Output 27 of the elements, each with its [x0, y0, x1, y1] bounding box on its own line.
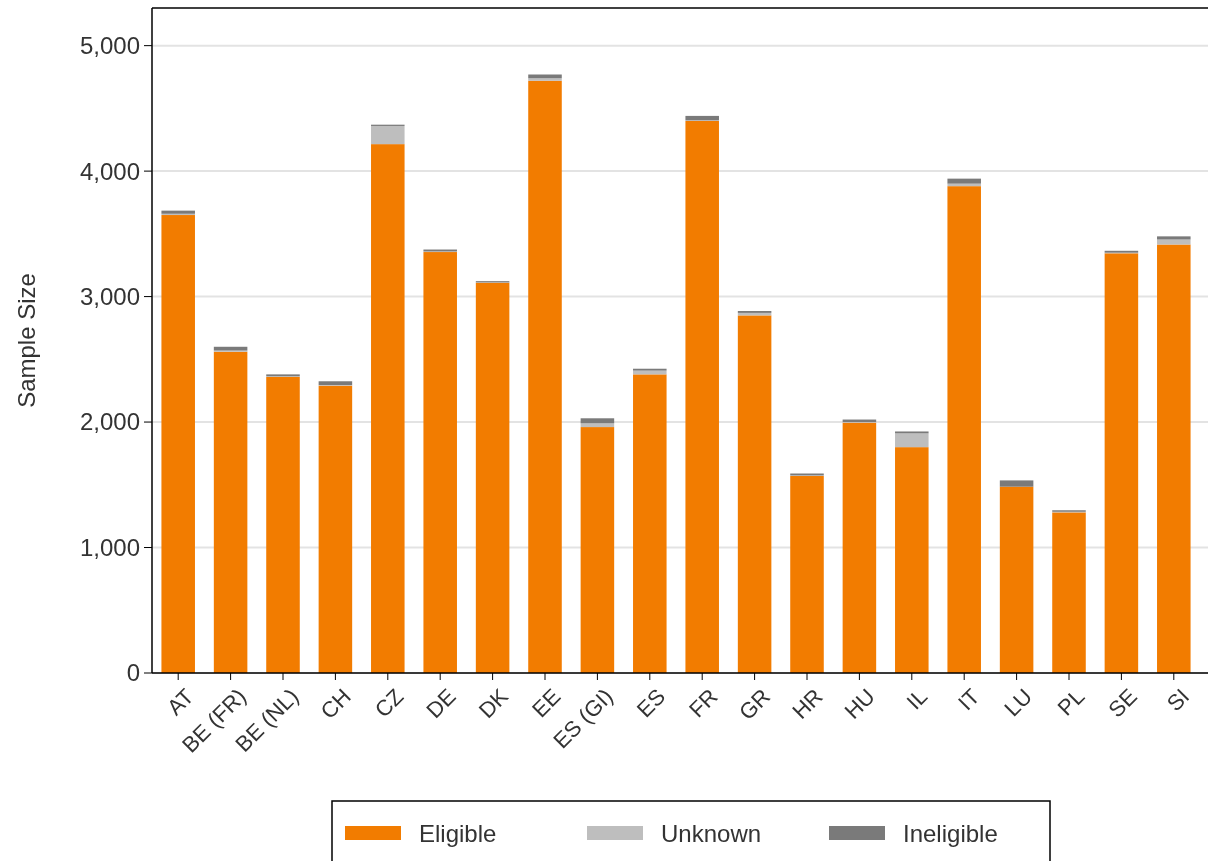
- legend-label: Eligible: [419, 820, 497, 848]
- legend-label: Unknown: [661, 820, 762, 848]
- legend-label: Ineligible: [903, 820, 998, 848]
- x-tick-label: PL: [1052, 683, 1090, 721]
- x-tick-label: IL: [901, 683, 933, 715]
- x-tick-label: AT: [162, 683, 199, 721]
- x-tick-label: LU: [999, 683, 1038, 722]
- x-tick-label: IT: [953, 683, 985, 716]
- y-tick-label: 3,000: [79, 282, 140, 310]
- x-tick-label: EE: [526, 683, 566, 723]
- x-tick-label: CH: [315, 683, 356, 724]
- y-tick-label: 2,000: [79, 408, 140, 436]
- y-tick-label: 1,000: [79, 533, 140, 561]
- y-axis-title: Sample Size: [13, 273, 40, 408]
- x-tick-label: DE: [421, 683, 461, 724]
- y-tick-label: 0: [126, 659, 140, 687]
- x-tick-label: SI: [1161, 683, 1195, 717]
- y-tick-label: 4,000: [79, 157, 140, 185]
- x-tick-label: ES: [631, 683, 671, 723]
- x-tick-label: SE: [1103, 683, 1142, 723]
- x-tick-label: HR: [787, 683, 828, 724]
- x-tick-label: GR: [734, 683, 776, 725]
- y-tick-label: 5,000: [79, 32, 140, 60]
- x-tick-label: FR: [684, 683, 723, 723]
- x-tick-label: DK: [473, 683, 514, 724]
- x-tick-label: CZ: [369, 683, 409, 723]
- x-tick-label: HU: [839, 683, 880, 724]
